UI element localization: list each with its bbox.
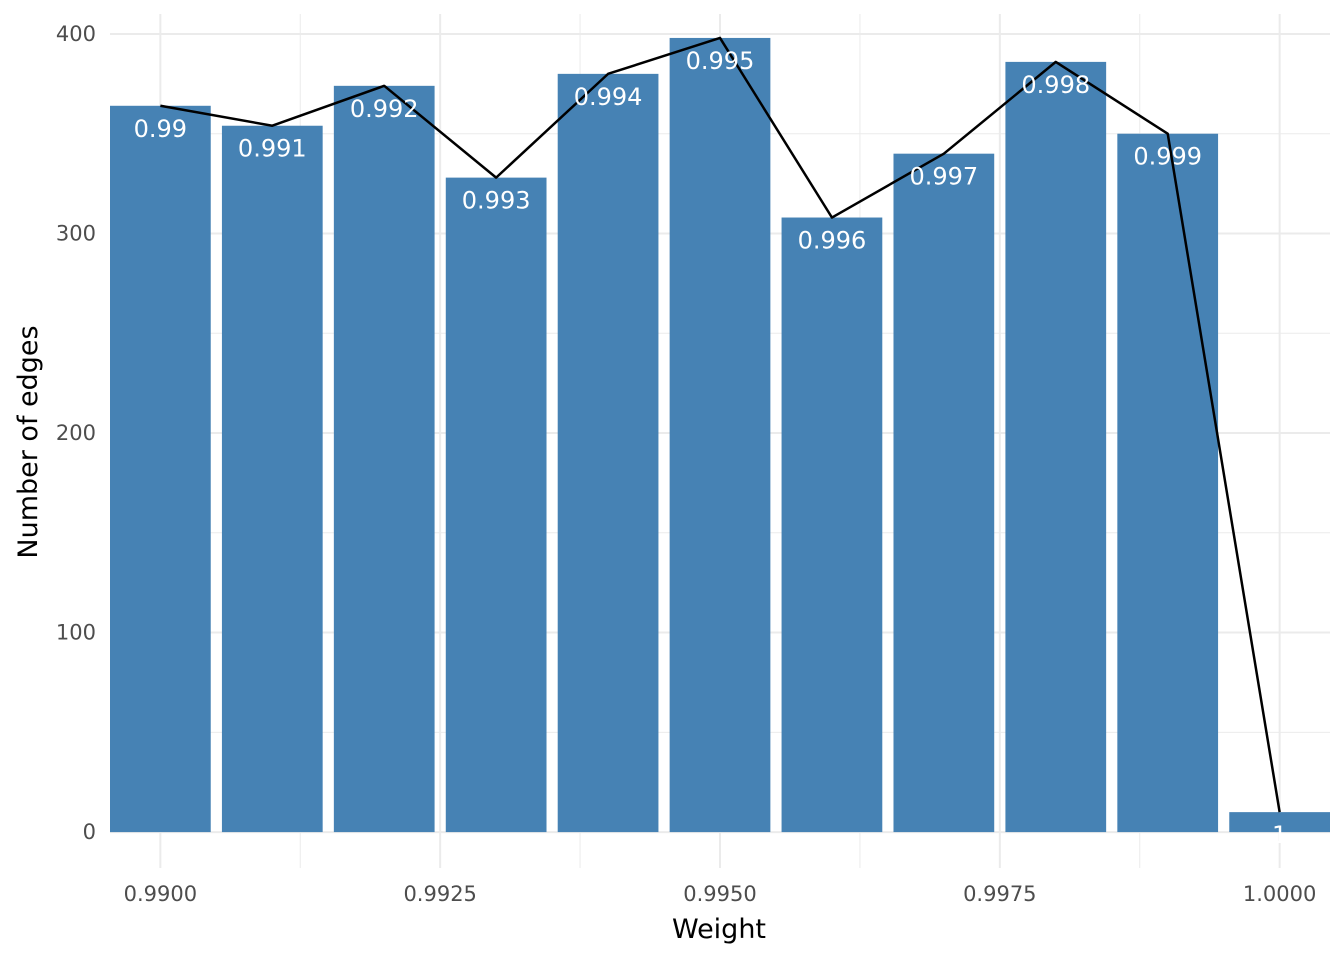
bar-label: 0.999	[1133, 143, 1202, 171]
bar-label: 0.997	[909, 163, 978, 191]
bar-label: 0.998	[1021, 71, 1090, 99]
bar	[1229, 812, 1330, 833]
trend-line-layer	[160, 36, 1281, 813]
bar-label: 0.996	[798, 227, 867, 255]
bar	[333, 85, 435, 833]
trend-line	[160, 36, 1281, 813]
bar	[1117, 133, 1219, 833]
y-tick-label: 200	[56, 421, 96, 445]
bar-label: 0.995	[686, 47, 755, 75]
bar	[221, 125, 323, 833]
x-tick-label: 0.9925	[403, 882, 476, 906]
bar-label: 0.99	[134, 115, 187, 143]
x-axis-title: Weight	[672, 914, 766, 945]
x-tick-label: 0.9975	[963, 882, 1036, 906]
x-tick-label: 0.9900	[124, 882, 197, 906]
bar-label: 0.994	[574, 83, 643, 111]
bar	[781, 217, 883, 833]
x-tick-label: 1.0000	[1243, 882, 1316, 906]
bar	[445, 177, 547, 833]
y-tick-label: 0	[83, 820, 96, 844]
y-axis-title: Number of edges	[13, 325, 44, 558]
bar-label: 1	[1272, 821, 1287, 849]
bar-label: 0.992	[350, 95, 419, 123]
bar	[110, 105, 211, 833]
bar	[893, 153, 995, 833]
bar-label: 0.991	[238, 135, 307, 163]
y-tick-label: 300	[56, 221, 96, 245]
y-tick-label: 100	[56, 621, 96, 645]
bar-label: 0.993	[462, 187, 531, 215]
x-axis-ticks: 0.9900 0.9925 0.9950 0.9975 1.0000	[124, 882, 1317, 906]
y-tick-label: 400	[56, 22, 96, 46]
bar-labels: 0.99 0.991 0.992 0.993 0.994 0.995 0.996 0.997 0…	[134, 47, 1288, 849]
bar	[557, 73, 659, 833]
y-axis-ticks: 0 100 200 300 400	[56, 22, 96, 844]
bar	[1005, 61, 1107, 833]
x-tick-label: 0.9950	[683, 882, 756, 906]
bars	[110, 37, 1330, 833]
bar	[669, 37, 771, 833]
